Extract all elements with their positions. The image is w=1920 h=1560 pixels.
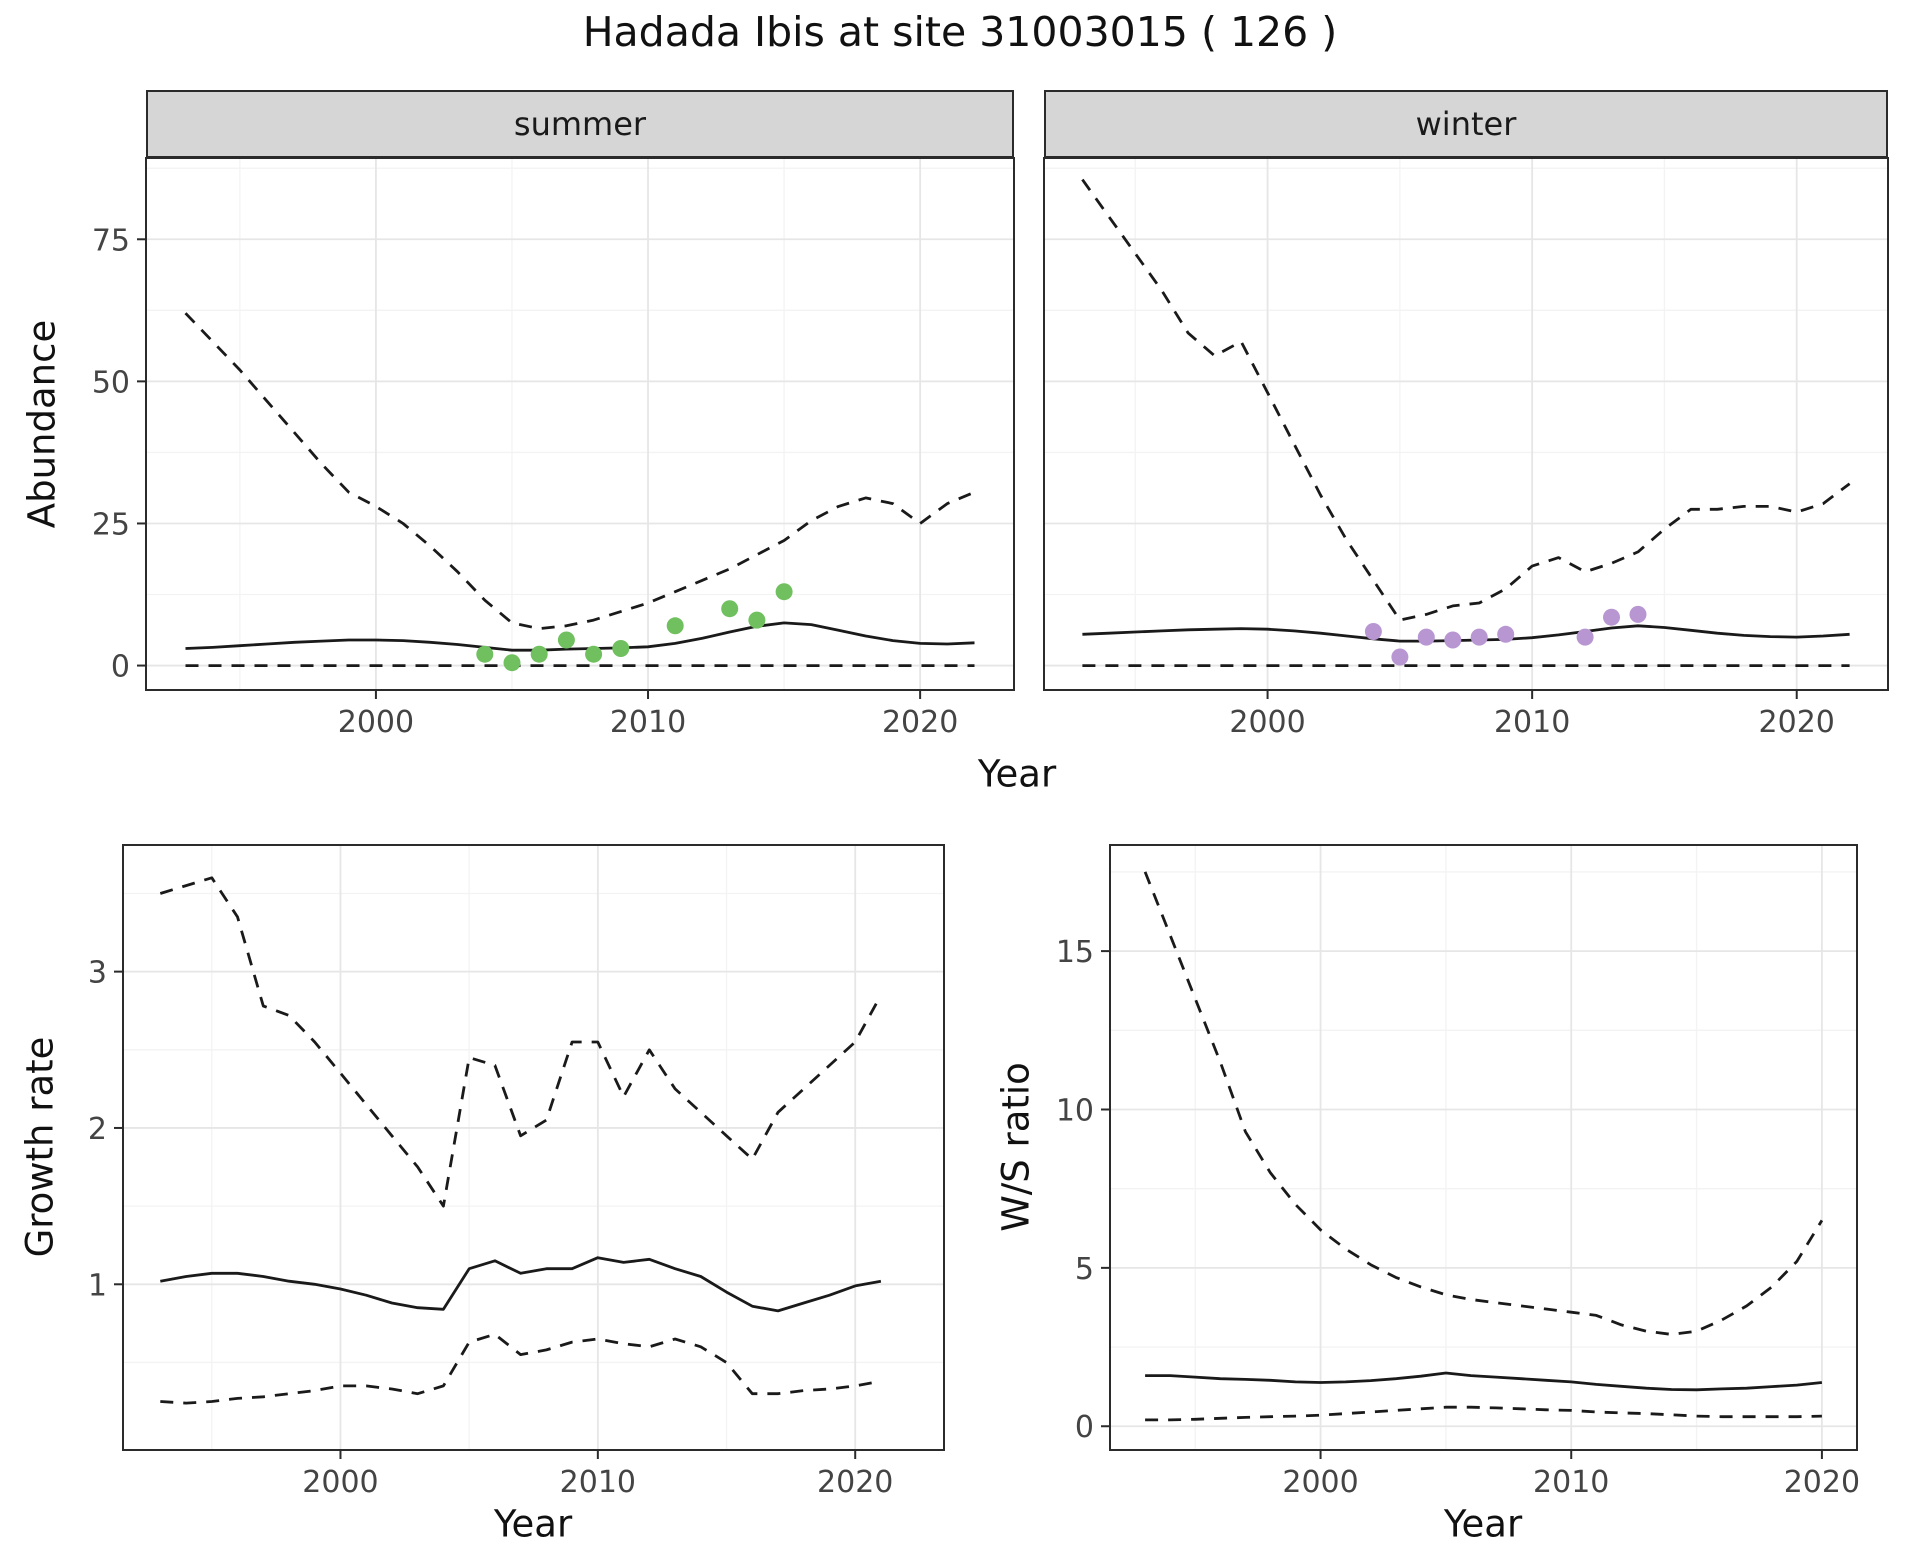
svg-text:2000: 2000 xyxy=(338,705,414,740)
svg-text:2000: 2000 xyxy=(1282,1465,1358,1500)
svg-text:2000: 2000 xyxy=(302,1465,378,1500)
ws-ratio-x-axis-title: Year xyxy=(1443,1502,1523,1546)
svg-text:2020: 2020 xyxy=(882,705,958,740)
facet-strip-summer: summer xyxy=(146,90,1014,158)
svg-text:15: 15 xyxy=(1056,935,1094,970)
svg-text:3: 3 xyxy=(88,956,107,991)
ws-ratio-panel: 2000 2010 2020 0 5 10 15 xyxy=(1056,844,1860,1500)
svg-text:0: 0 xyxy=(111,650,130,685)
svg-text:0: 0 xyxy=(1075,1410,1094,1445)
svg-text:75: 75 xyxy=(92,223,130,258)
svg-text:1: 1 xyxy=(88,1268,107,1303)
top-x-axis-title: Year xyxy=(977,752,1057,796)
svg-text:2020: 2020 xyxy=(1784,1465,1860,1500)
svg-text:5: 5 xyxy=(1075,1252,1094,1287)
svg-text:2010: 2010 xyxy=(1533,1465,1609,1500)
facet-label-summer: summer xyxy=(513,105,647,143)
svg-text:2000: 2000 xyxy=(1229,705,1305,740)
facet-strip-winter: winter xyxy=(1044,90,1888,158)
growth-rate-x-axis-title: Year xyxy=(493,1502,573,1546)
svg-text:2020: 2020 xyxy=(817,1465,893,1500)
growth-rate-panel: 2000 2010 2020 1 2 3 xyxy=(88,844,945,1500)
svg-text:2010: 2010 xyxy=(560,1465,636,1500)
svg-text:2020: 2020 xyxy=(1759,705,1835,740)
figure-title: Hadada Ibis at site 31003015 ( 126 ) xyxy=(582,8,1338,56)
svg-text:2010: 2010 xyxy=(610,705,686,740)
abundance-summer-panel: 2000 2010 2020 0 25 50 75 xyxy=(92,157,1015,740)
svg-text:10: 10 xyxy=(1056,1093,1094,1128)
svg-text:2: 2 xyxy=(88,1112,107,1147)
svg-text:25: 25 xyxy=(92,507,130,542)
svg-text:2010: 2010 xyxy=(1494,705,1570,740)
svg-text:50: 50 xyxy=(92,365,130,400)
facet-label-winter: winter xyxy=(1415,105,1517,143)
abundance-winter-panel: 2000 2010 2020 xyxy=(1043,157,1889,740)
abundance-y-axis-title: Abundance xyxy=(20,319,64,529)
